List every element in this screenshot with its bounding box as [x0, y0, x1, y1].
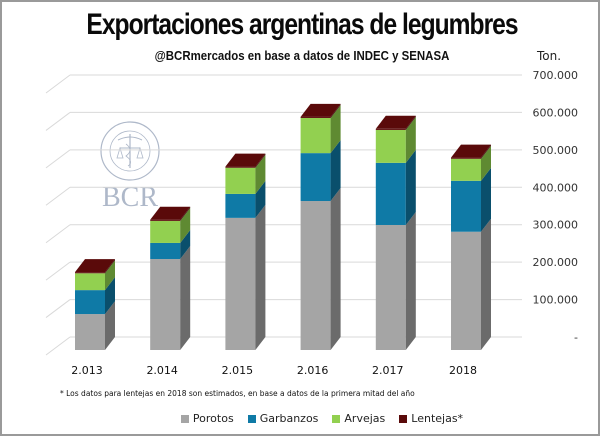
bar-segment-lentejas — [451, 157, 481, 159]
legend-swatch — [247, 414, 256, 423]
bar-side-arvejas — [330, 104, 341, 154]
bar-side-garbanzos — [105, 277, 115, 315]
gridline-diagonal — [45, 149, 71, 169]
bar-top-face — [300, 103, 341, 117]
bar-segment-arvejas — [75, 273, 105, 291]
bar-segment-garbanzos — [150, 242, 181, 260]
bar-side-arvejas — [105, 260, 115, 291]
bar-segment-arvejas — [375, 129, 406, 163]
bar-segment-porotos — [225, 217, 256, 350]
bar-side-arvejas — [481, 145, 491, 181]
chart-legend: Porotos Garbanzos Arvejas Lentejas* — [2, 412, 600, 425]
bar-segment-lentejas — [300, 116, 331, 118]
bar-top-face — [150, 206, 191, 220]
bar-segment-lentejas — [75, 272, 105, 274]
y-tick-label: - — [574, 331, 578, 344]
bar-side-lentejas — [105, 259, 115, 274]
gridline-diagonal — [45, 74, 71, 94]
bar-segment-porotos — [375, 224, 406, 350]
bar-top-face — [75, 259, 115, 273]
gridline-diagonal — [45, 112, 71, 131]
bar-side-garbanzos — [330, 140, 341, 202]
y-axis-unit-label: Ton. — [537, 49, 562, 63]
bar-segment-lentejas — [375, 128, 406, 130]
bar-segment-garbanzos — [451, 180, 481, 232]
bar-top-face — [451, 144, 491, 158]
bar-side-lentejas — [481, 144, 491, 159]
legend-label: Porotos — [192, 412, 234, 425]
legend-swatch — [180, 414, 189, 423]
bar-side-porotos — [405, 211, 416, 350]
chart-subtitle: @BCRmercados en base a datos de INDEC y … — [154, 48, 450, 63]
bar-side-garbanzos — [405, 149, 416, 225]
bar-segment-garbanzos — [75, 290, 105, 315]
bar-side-garbanzos — [481, 167, 491, 232]
gridline-diagonal — [45, 186, 71, 206]
bar-segment-garbanzos — [375, 162, 406, 225]
bar-top-face — [375, 115, 416, 129]
bar-side-porotos — [105, 301, 115, 350]
bar-segment-garbanzos — [300, 153, 331, 202]
bar-side-arvejas — [255, 154, 266, 194]
bar-segment-porotos — [150, 259, 181, 350]
bar-segment-lentejas — [225, 166, 256, 168]
legend-item: Porotos — [180, 412, 234, 425]
bar-side-porotos — [330, 188, 341, 350]
bar-side-porotos — [180, 246, 191, 350]
legend-label: Garbanzos — [259, 412, 319, 425]
bar-side-garbanzos — [255, 180, 266, 218]
legend-item: Lentejas* — [399, 412, 463, 425]
seal-icon — [100, 121, 160, 181]
y-tick-label: 500.000 — [533, 144, 579, 157]
bar-segment-arvejas — [300, 117, 331, 154]
bar-side-lentejas — [330, 103, 341, 118]
x-tick-label: 2.016 — [297, 364, 329, 377]
legend-swatch — [399, 414, 408, 423]
bar-side-porotos — [481, 218, 491, 350]
bar-segment-porotos — [75, 314, 105, 350]
bar-side-arvejas — [180, 207, 191, 243]
bar-segment-porotos — [451, 231, 481, 350]
gridline-diagonal — [45, 299, 71, 318]
bar-side-lentejas — [255, 153, 266, 168]
bar-side-arvejas — [405, 116, 416, 163]
bar-segment-garbanzos — [225, 193, 256, 218]
bar-segment-arvejas — [150, 220, 181, 243]
bar-segment-arvejas — [451, 158, 481, 181]
bar-side-garbanzos — [180, 229, 191, 260]
gridline-diagonal — [45, 261, 71, 281]
bar-side-lentejas — [180, 206, 191, 221]
x-tick-label: 2.017 — [372, 364, 404, 377]
legend-item: Arvejas — [332, 412, 385, 425]
x-tick-label: 2.015 — [222, 364, 254, 377]
bar-side-lentejas — [405, 115, 416, 130]
bar-segment-lentejas — [150, 219, 181, 221]
bar-segment-arvejas — [225, 167, 256, 194]
bar-side-porotos — [255, 204, 266, 350]
y-tick-label: 400.000 — [533, 181, 579, 194]
gridline-diagonal — [45, 224, 71, 244]
y-tick-label: 700.000 — [533, 69, 579, 82]
x-tick-label: 2.014 — [146, 364, 178, 377]
bar-segment-porotos — [300, 201, 331, 350]
legend-item: Garbanzos — [247, 412, 319, 425]
legend-label: Arvejas — [344, 412, 386, 425]
chart-title: Exportaciones argentinas de legumbres — [86, 8, 518, 41]
footnote: * Los datos para lentejas en 2018 son es… — [60, 389, 415, 398]
y-tick-label: 300.000 — [533, 219, 579, 232]
bar-top-face — [225, 153, 266, 167]
gridline-diagonal — [45, 336, 71, 356]
y-tick-label: 600.000 — [533, 106, 579, 119]
y-tick-label: 200.000 — [533, 256, 579, 269]
x-tick-label: 2018 — [449, 364, 477, 377]
legend-label: Lentejas* — [411, 412, 464, 425]
x-tick-label: 2.013 — [71, 364, 103, 377]
legend-swatch — [332, 414, 341, 423]
y-tick-label: 100.000 — [533, 294, 579, 307]
